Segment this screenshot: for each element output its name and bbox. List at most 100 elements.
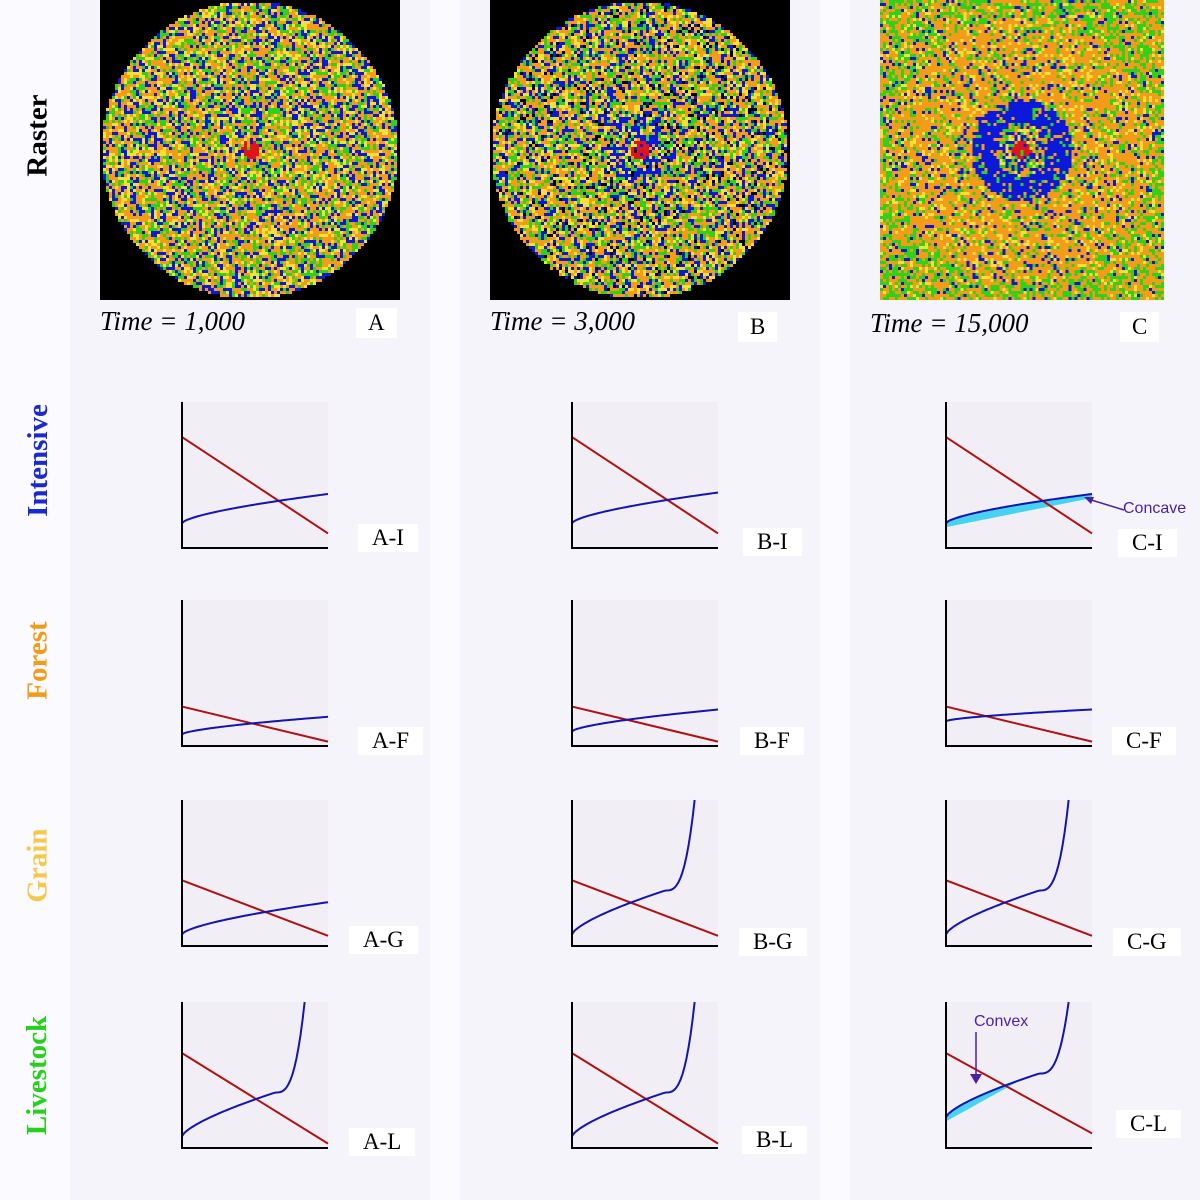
plot-label-b-g: B-G	[739, 928, 807, 956]
red-line-series	[181, 436, 329, 535]
plot-b-g	[568, 798, 728, 958]
red-line-series	[945, 879, 1093, 937]
plot-axes	[181, 600, 328, 747]
plot-axes	[945, 1002, 1092, 1149]
blue-line-series	[945, 492, 1093, 524]
annotation-concave: Concave	[1123, 500, 1187, 517]
plot-label-a-l: A-L	[349, 1128, 416, 1156]
plot-c-i	[942, 400, 1102, 560]
plot-label-a-g: A-G	[349, 926, 418, 954]
plot-b-i	[568, 400, 728, 560]
plot-a-i	[178, 400, 338, 560]
blue-line-series	[945, 799, 1070, 935]
row-label-forest-text: Forest	[21, 620, 54, 700]
plot-axes	[571, 600, 718, 747]
row-label-intensive: Intensive	[18, 380, 58, 540]
plot-axes	[571, 402, 718, 549]
blue-line-series	[945, 708, 1093, 723]
plot-svg-b-g	[571, 799, 719, 947]
blue-line-series	[571, 1001, 696, 1137]
plot-label-b-i: B-I	[743, 528, 802, 556]
plot-svg-a-g	[181, 800, 329, 947]
red-line-series	[945, 1052, 1093, 1135]
plot-axes	[571, 800, 718, 947]
row-label-livestock: Livestock	[18, 990, 58, 1160]
annotation-convex-arrow	[970, 1032, 982, 1084]
plot-axes	[945, 402, 1092, 549]
red-line-series	[571, 879, 719, 937]
row-label-raster-text: Raster	[21, 93, 54, 177]
plot-label-a-i: A-I	[358, 524, 418, 552]
plot-c-l	[942, 1000, 1102, 1160]
plot-label-c-i: C-I	[1118, 529, 1177, 557]
row-label-raster: Raster	[18, 40, 58, 230]
column-letter-b: B	[738, 312, 778, 342]
plot-background	[946, 600, 1092, 746]
plot-background	[946, 402, 1092, 548]
column-letter-c: C	[1120, 312, 1160, 342]
plot-b-l	[568, 1000, 728, 1160]
plot-background	[572, 1002, 718, 1148]
plot-svg-b-l	[571, 1001, 719, 1149]
row-label-grain: Grain	[18, 785, 58, 945]
shaded-area	[946, 1079, 1022, 1122]
row-label-intensive-text: Intensive	[21, 403, 54, 517]
raster-map-c	[880, 0, 1164, 300]
plot-background	[182, 600, 328, 746]
plot-label-c-f: C-F	[1112, 727, 1176, 755]
plot-background	[946, 1002, 1092, 1148]
plot-axes	[945, 800, 1092, 947]
plot-axes	[571, 1002, 718, 1149]
row-label-grain-text: Grain	[21, 827, 54, 903]
plot-c-f	[942, 598, 1102, 758]
plot-b-f	[568, 598, 728, 758]
blue-line-series	[181, 901, 329, 936]
plot-c-g	[942, 798, 1102, 958]
plot-background	[182, 402, 328, 548]
plot-a-g	[178, 798, 338, 958]
red-line-series	[571, 436, 719, 535]
plot-svg-b-f	[571, 600, 719, 747]
column-letter-a: A	[356, 308, 397, 338]
plot-axes	[181, 402, 328, 549]
time-label-c: Time = 15,000	[870, 308, 1029, 338]
plot-background	[182, 800, 328, 946]
raster-map-a	[100, 0, 400, 300]
shaded-area	[946, 493, 1092, 528]
blue-line-series	[181, 715, 329, 736]
plot-label-c-g: C-G	[1113, 928, 1181, 956]
blue-line-series	[571, 708, 719, 733]
plot-background	[946, 800, 1092, 946]
raster-map-b	[490, 0, 790, 300]
time-label-b: Time = 3,000	[490, 306, 635, 336]
plot-axes	[181, 1002, 328, 1149]
red-line-series	[571, 705, 719, 743]
raster-canvas-a	[100, 0, 400, 300]
red-line-series	[945, 705, 1093, 743]
plot-a-l	[178, 1000, 338, 1160]
row-label-forest: Forest	[18, 580, 58, 740]
plot-a-f	[178, 598, 338, 758]
plot-svg-c-l	[945, 1001, 1093, 1149]
blue-line-series	[571, 491, 719, 524]
plot-svg-c-g	[945, 799, 1093, 947]
blue-line-series	[945, 1001, 1070, 1118]
blue-line-series	[571, 799, 696, 935]
time-label-a: Time = 1,000	[100, 306, 245, 336]
plot-background	[182, 1002, 328, 1148]
blue-line-series	[181, 1001, 306, 1137]
plot-background	[572, 402, 718, 548]
plot-svg-a-i	[181, 402, 329, 549]
red-line-series	[181, 879, 329, 937]
plot-label-c-l: C-L	[1116, 1110, 1182, 1138]
plot-label-b-f: B-F	[740, 727, 804, 755]
plot-svg-c-f	[945, 600, 1093, 747]
plot-background	[572, 800, 718, 946]
annotation-concave-arrow	[1084, 497, 1125, 511]
annotation-convex: Convex	[974, 1013, 1029, 1030]
raster-canvas-c	[880, 0, 1164, 300]
plot-svg-b-i	[571, 402, 719, 549]
red-line-series	[945, 436, 1093, 535]
plot-svg-c-i	[945, 402, 1093, 549]
raster-canvas-b	[490, 0, 790, 300]
